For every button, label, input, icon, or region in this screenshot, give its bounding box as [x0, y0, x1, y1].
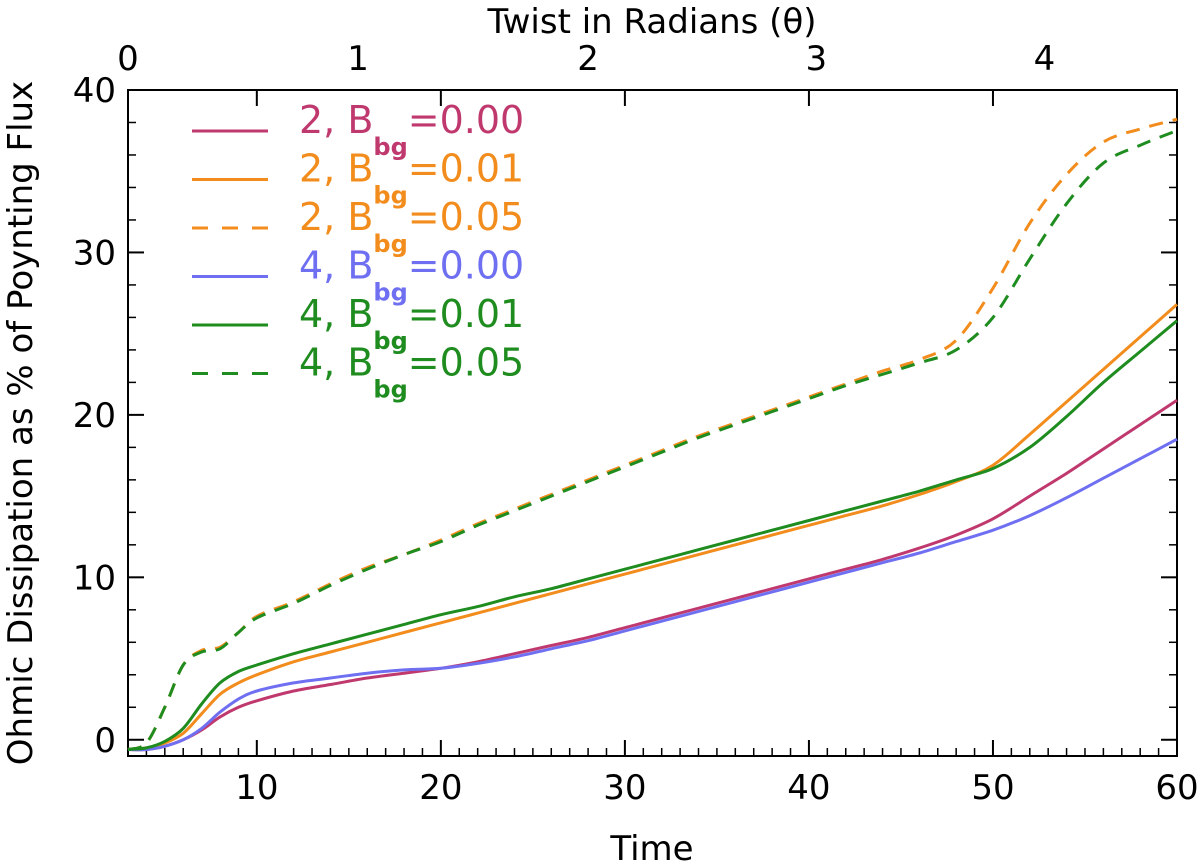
legend-label-main: 4, B: [299, 341, 373, 385]
legend-label-subscript: bg: [373, 327, 407, 355]
y-axis-title: Ohmic Dissipation as % of Poynting Flux: [1, 81, 41, 765]
legend-label-subscript: bg: [373, 279, 407, 307]
y-tick-label: 10: [73, 558, 116, 598]
series-line-4: [127, 437, 1178, 752]
legend-label-1: 2, Bbg=0.00: [299, 98, 524, 161]
top-tick-label: 2: [577, 39, 599, 79]
x-tick-label: 40: [787, 768, 830, 808]
legend-label-value: =0.01: [408, 147, 524, 191]
legend-label-2: 2, Bbg=0.01: [299, 147, 524, 210]
legend-label-subscript: bg: [373, 182, 407, 210]
x-tick-label: 30: [603, 768, 646, 808]
series-line-6: [127, 129, 1178, 751]
x-axis-title: Time: [609, 829, 693, 863]
legend: 2, Bbg=0.002, Bbg=0.012, Bbg=0.054, Bbg=…: [192, 98, 524, 404]
x-tick-label: 10: [235, 768, 278, 808]
top-tick-label: 3: [805, 39, 827, 79]
y-tick-label: 20: [73, 396, 116, 436]
legend-label-5: 4, Bbg=0.01: [299, 292, 524, 355]
legend-label-value: =0.01: [408, 292, 524, 336]
legend-label-value: =0.00: [408, 98, 524, 142]
series-lines: [127, 117, 1178, 752]
top-tick-label: 4: [1034, 39, 1056, 79]
y-tick-label: 0: [94, 721, 116, 761]
legend-label-main: 4, B: [299, 292, 373, 336]
legend-label-main: 4, B: [299, 244, 373, 288]
plot-frame: [127, 89, 1178, 757]
legend-label-3: 2, Bbg=0.05: [299, 195, 524, 258]
x-tick-label: 60: [1155, 768, 1198, 808]
legend-label-main: 2, B: [299, 195, 373, 239]
top-tick-label: 1: [347, 39, 369, 79]
y-tick-label: 40: [73, 71, 116, 111]
series-line-5: [127, 319, 1178, 751]
legend-label-subscript: bg: [373, 230, 407, 258]
series-line-2: [127, 303, 1178, 751]
series-line-1: [127, 399, 1178, 752]
top-tick-label: 0: [117, 39, 139, 79]
legend-label-value: =0.05: [408, 195, 524, 239]
legend-label-6: 4, Bbg=0.05: [299, 341, 524, 404]
legend-label-value: =0.05: [408, 341, 524, 385]
legend-label-main: 2, B: [299, 98, 373, 142]
legend-label-4: 4, Bbg=0.00: [299, 244, 524, 307]
legend-label-main: 2, B: [299, 147, 373, 191]
legend-label-subscript: bg: [373, 376, 407, 404]
legend-label-value: =0.00: [408, 244, 524, 288]
legend-label-subscript: bg: [373, 133, 407, 161]
top-axis-title: Twist in Radians (θ): [486, 2, 816, 42]
x-tick-label: 50: [971, 768, 1014, 808]
x-tick-label: 20: [419, 768, 462, 808]
y-tick-label: 30: [73, 233, 116, 273]
